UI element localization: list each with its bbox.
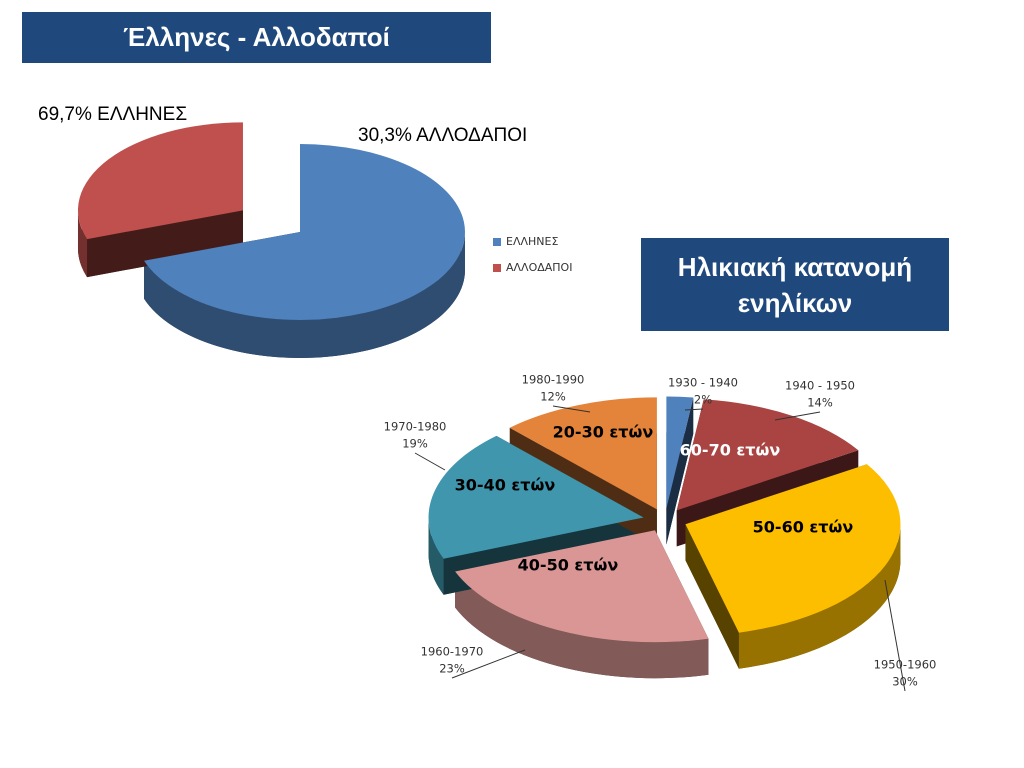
leader-line [414,452,446,471]
pie-tops [428,396,901,643]
leader-line [451,649,526,679]
slice-rim [144,232,466,359]
chart-title: Έλληνες - Αλλοδαποί [22,12,491,63]
legend-swatch [493,264,501,272]
slice-rim [738,524,901,669]
data-label: 19% [402,437,428,451]
data-label: 23% [439,662,465,676]
leader-line [884,579,906,692]
category-label: 1940 - 1950 [785,379,855,393]
pie-slice [455,530,709,643]
slice-rim [455,571,709,679]
pie-slice [676,399,859,511]
slice-label: 50-60 ετών [753,518,854,537]
slice-side [87,210,243,278]
slice-rim [77,210,88,278]
pie-slice [77,122,243,240]
category-label: 1960-1970 [421,645,484,659]
data-label: 69,7% ΕΛΛΗΝΕΣ [38,104,187,125]
pie-slice [509,397,657,510]
legend-label: ΑΛΛΟΔΑΠΟΙ [506,261,572,274]
leader-line [552,405,591,413]
slice-rim [428,517,444,595]
category-label: 1970-1980 [384,420,447,434]
slice-label: 30-40 ετών [455,476,556,495]
slice-side [666,397,694,545]
category-label: 1950-1960 [874,658,937,672]
pie-slice [666,396,694,509]
pie-slice [685,464,901,633]
data-label: 30,3% ΑΛΛΟΔΑΠΟΙ [358,125,527,146]
slice-label: 20-30 ετών [553,423,654,442]
data-label: 30% [892,675,918,689]
pie-tops [77,122,466,320]
slice-side [685,524,739,669]
slice-label: 40-50 ετών [518,556,619,575]
chart-title: Ηλικιακή κατανομή ενηλίκων [641,238,949,331]
legend-swatch [493,238,501,246]
category-label: 1930 - 1940 [668,376,738,390]
slice-label: 60-70 ετών [680,441,781,460]
pie-slice [428,435,644,559]
category-label: 1980-1990 [522,373,585,387]
data-label: 14% [807,396,833,410]
data-label: 2% [694,393,712,407]
data-label: 12% [540,390,566,404]
legend-label: ΕΛΛΗΝΕΣ [506,235,558,248]
leader-line [774,411,821,421]
leader-line [684,408,704,411]
pie-slice [144,144,466,320]
